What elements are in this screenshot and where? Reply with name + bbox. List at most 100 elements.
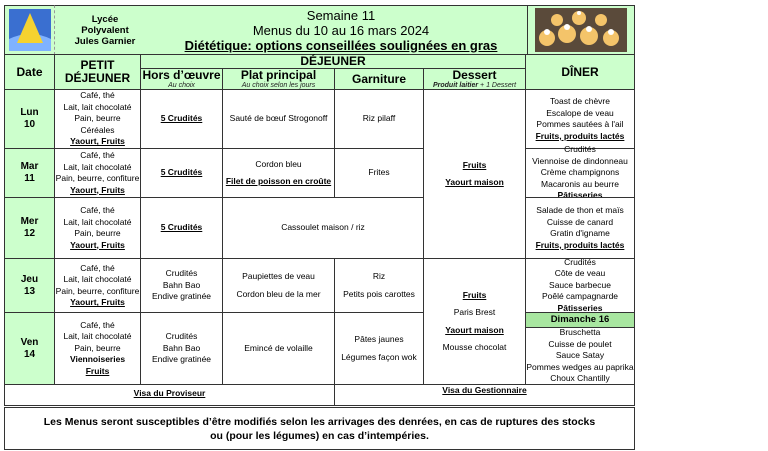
breakfast-cell: Café, thé Lait, lait chocolaté Pain, beurr… — [54, 312, 141, 385]
starter-cell: 5 Crudités — [140, 148, 223, 198]
breakfast-cell-line: Pain, beurre — [74, 342, 121, 353]
breakfast-cell-line: Pain, beurre, confiture — [55, 173, 140, 183]
starter-cell-line: Crudités — [165, 331, 198, 342]
starter-cell: Crudités Bahn Bao Endive gratinée — [140, 312, 223, 385]
dinner-cell: Crudités Côte de veau Sauce barbecue Poêlé … — [525, 256, 635, 313]
dinner-cell-line: Crudités — [564, 256, 596, 267]
main-cell: Emincé de volaille — [222, 312, 335, 385]
dinner-cell-line: Toast de chèvre — [549, 96, 610, 106]
dinner-cell-line: Macaronis au beurre — [541, 178, 619, 189]
starter-cell-line: Bahn Bao — [162, 342, 201, 353]
breakfast-cell-line: Yaourt, Fruits — [70, 136, 125, 147]
dessert-photo — [527, 5, 635, 55]
dessert-item: Paris Brest — [453, 307, 496, 317]
side-cell: Riz Petits pois carottes — [334, 258, 424, 313]
footer-line: Les Menus seront susceptibles d’être mod… — [43, 415, 596, 428]
breakfast-cell: Café, thé Lait, lait chocolaté Pain, beurr… — [54, 148, 141, 198]
col-main-label: Plat principal — [240, 67, 317, 82]
breakfast-cell-line: Yaourt, Fruits — [70, 184, 125, 195]
school-line: Lycée — [91, 13, 119, 25]
school-logo — [4, 5, 55, 55]
starter-cell-line: Endive gratinée — [151, 291, 212, 302]
dessert-item: Yaourt maison — [445, 177, 504, 187]
main-cell-line: Sauté de bœuf Strogonoff — [229, 113, 328, 124]
breakfast-cell-line: Viennoiseries — [69, 354, 126, 365]
starter-cell: Crudités Bahn Bao Endive gratinée — [140, 258, 223, 313]
diet-note: Diététique: options conseillées souligné… — [184, 37, 498, 53]
breakfast-cell-line: Café, thé — [80, 319, 115, 330]
col-starter-sub: Au choix — [168, 81, 195, 89]
day-cell-line: 12 — [23, 228, 36, 239]
main-cell-line: Emincé de volaille — [244, 342, 313, 353]
dinner-cell: Crudités Viennoise de dindonneau Crème cha… — [525, 144, 635, 200]
day-cell-line: Mer — [20, 216, 39, 227]
day-cell-line: 10 — [23, 119, 36, 130]
side-cell-line: Riz pilaff — [362, 113, 396, 124]
starter-cell-line: Bahn Bao — [162, 279, 201, 290]
dinner-item: Bruschetta — [559, 327, 601, 338]
dessert-image-icon — [535, 8, 627, 52]
visa-principal: Visa du Proviseur — [4, 384, 335, 406]
main-cell: Sauté de bœuf Strogonoff — [222, 89, 335, 149]
dinner-cell-line: Fruits, produits lactés — [535, 130, 625, 141]
visa-principal-label: Visa du Proviseur — [133, 388, 206, 398]
breakfast-cell-line: Café, thé — [80, 262, 115, 273]
dinner-cell-line: Fruits, produits lactés — [535, 239, 625, 250]
breakfast-cell-line: Yaourt, Fruits — [70, 239, 125, 250]
day-cell: Lun 10 — [4, 89, 55, 149]
col-side: Garniture — [334, 68, 424, 90]
dinner-cell-line: Côte de veau — [554, 268, 606, 279]
sunday-title: Dimanche 16 — [525, 312, 635, 328]
main-cell-line: Cassoulet maison / riz — [281, 222, 365, 233]
day-cell-line: Mar — [20, 161, 39, 172]
col-dinner: DÎNER — [525, 54, 635, 90]
dinner-item: Sauce Satay — [555, 350, 605, 361]
main-cell: Paupiettes de veau Cordon bleu de la mer — [222, 258, 335, 313]
col-dessert-label: Dessert — [452, 67, 497, 82]
breakfast-cell-line: Café, thé — [80, 90, 115, 101]
main-cell-line: Paupiettes de veau — [242, 271, 315, 281]
footer-note: Les Menus seront susceptibles d’être mod… — [4, 407, 635, 450]
main-cell: Cassoulet maison / riz — [222, 197, 424, 259]
day-cell: Jeu 13 — [4, 258, 55, 313]
dinner-cell-line: Crudités — [564, 144, 596, 155]
col-dessert-sub-rest: + 1 Dessert — [478, 81, 517, 89]
col-dessert-sub-bold: Produit laitier — [432, 81, 479, 89]
starter-cell-line: 5 Crudités — [160, 222, 203, 233]
col-dessert: Dessert Produit laitier + 1 Dessert — [423, 68, 526, 90]
day-cell: Ven 14 — [4, 312, 55, 385]
dinner-cell-line: Cuisse de canard — [546, 216, 614, 227]
col-main-sub: Au choix selon les jours — [241, 81, 316, 89]
dinner-cell-line: Viennoise de dindonneau — [532, 155, 628, 166]
dinner-cell-line: Pâtisseries — [557, 302, 603, 313]
visa-manager-label: Visa du Gestionnaire — [442, 385, 527, 395]
starter-cell-line: 5 Crudités — [160, 167, 203, 178]
logo-icon — [8, 9, 51, 51]
breakfast-cell-line: Lait, lait chocolaté — [63, 101, 132, 112]
col-starter: Hors d’œuvre Au choix — [140, 68, 223, 90]
dinner-cell-line: Crème champignons — [540, 167, 620, 178]
side-cell-line: Petits pois carottes — [343, 288, 415, 299]
breakfast-cell-line: Pain, beurre, confiture — [55, 285, 140, 296]
col-main: Plat principal Au choix selon les jours — [222, 68, 335, 90]
dinner-item: Choux Chantilly — [550, 373, 610, 384]
dinner-cell-line: Poêlé campagnarde — [541, 291, 619, 302]
breakfast-cell-line: Pain, beurre — [74, 228, 121, 238]
col-breakfast: PETIT DÉJEUNER — [54, 54, 141, 90]
breakfast-cell-line: Yaourt, Fruits — [70, 297, 125, 307]
dessert-item: Fruits — [462, 159, 487, 170]
col-starter-label: Hors d’œuvre — [142, 67, 221, 82]
side-cell-line: Légumes façon wok — [341, 351, 417, 362]
day-cell: Mer 12 — [4, 197, 55, 259]
main-cell-line: Filet de poisson en croûte — [225, 176, 332, 186]
dinner-cell-line: Escalope de veau — [546, 107, 614, 118]
breakfast-cell-line: Lait, lait chocolaté — [63, 331, 132, 342]
breakfast-cell-line: Fruits — [85, 365, 110, 376]
footer-line: ou (pour les légumes) en cas d’intempéri… — [210, 429, 429, 442]
day-cell: Mar 11 — [4, 148, 55, 198]
breakfast-cell: Café, thé Lait, lait chocolaté Pain, beurr… — [54, 258, 141, 313]
dessert-item: Mousse chocolat — [442, 342, 507, 352]
dinner-cell-line: Sauce barbecue — [549, 279, 611, 290]
day-cell-line: 13 — [23, 285, 36, 297]
dessert-mon-wed: Fruits Yaourt maison — [423, 89, 526, 259]
